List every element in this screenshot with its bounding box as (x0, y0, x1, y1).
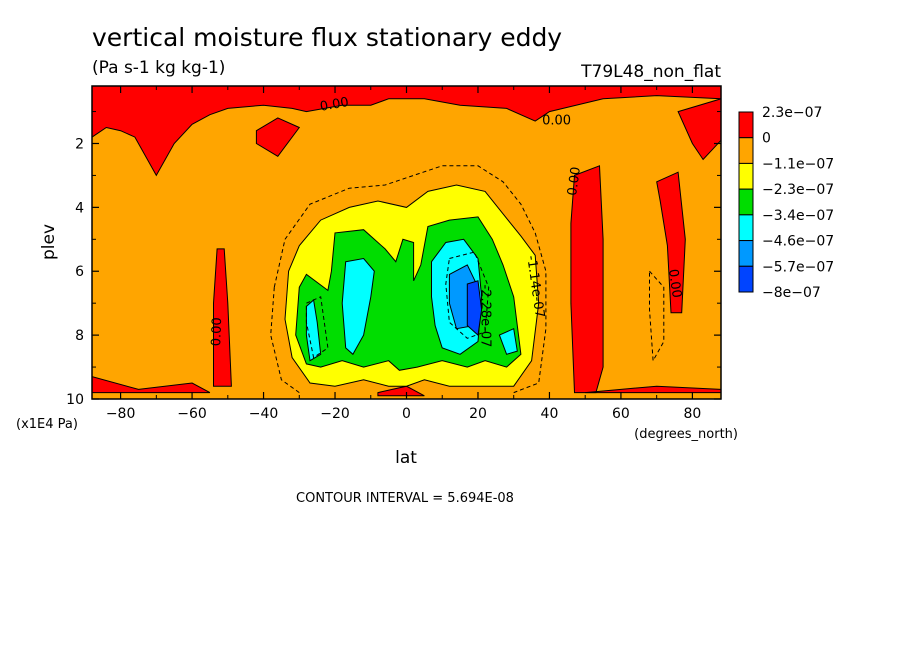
y-tick-label: 6 (75, 264, 84, 280)
legend-label: −1.1e−07 (762, 156, 834, 172)
contour-region (92, 376, 211, 394)
legend-swatch (738, 240, 754, 267)
contour-region (341, 257, 375, 356)
y-tick-label: 2 (75, 136, 84, 152)
contour-interval: CONTOUR INTERVAL = 5.694E-08 (296, 491, 514, 506)
x-tick-label: −60 (177, 406, 207, 422)
plot-area: 0.000.000.000.000.00-1.14e-07-2.28e-07 (92, 86, 721, 399)
y-axis-units: (x1E4 Pa) (16, 417, 78, 432)
contour-label: -2.28e-07 (478, 285, 493, 348)
legend-label: −3.4e−07 (762, 208, 834, 224)
contour-region (377, 385, 425, 397)
legend-label: −5.7e−07 (762, 259, 834, 275)
contour-line-dashed (270, 287, 300, 394)
contour-region (585, 385, 721, 394)
contour-label: 0.00 (542, 113, 571, 128)
contour-label: 0.00 (209, 317, 225, 346)
chart-title: vertical moisture flux stationary eddy (92, 23, 562, 52)
y-tick-label: 4 (75, 200, 84, 216)
contour-fill-layer (92, 86, 721, 397)
legend-swatch (738, 265, 754, 293)
x-tick-label: −40 (249, 406, 279, 422)
contour-region (466, 280, 483, 337)
x-axis-label: lat (395, 448, 417, 468)
contour-region (570, 165, 604, 394)
x-axis-units: (degrees_north) (634, 427, 738, 442)
x-tick-label: 40 (541, 406, 559, 422)
contour-label: 0.00 (319, 95, 350, 115)
legend-swatch (738, 214, 754, 242)
contour-region (92, 86, 721, 177)
x-axis: −80 −60 −40 −20 0 20 40 60 80 (106, 86, 701, 422)
x-tick-label: 80 (683, 406, 701, 422)
x-tick-label: −80 (106, 406, 136, 422)
legend-label: −2.3e−07 (762, 182, 834, 198)
legend-label: −4.6e−07 (762, 234, 834, 250)
y-axis-label: plev (39, 224, 59, 260)
legend-label: 2.3e−07 (762, 105, 822, 121)
legend-label: −8e−07 (762, 285, 821, 301)
legend-swatch (738, 188, 754, 216)
dataset-label: T79L48_non_flat (580, 62, 721, 82)
contour-line-dashed (273, 165, 547, 394)
legend-label: 0 (762, 131, 771, 147)
contour-label: 0.00 (665, 268, 684, 299)
chart-units: (Pa s-1 kg kg-1) (92, 58, 225, 78)
contour-region (656, 171, 686, 314)
x-tick-label: 60 (612, 406, 630, 422)
y-axis: 2 4 6 8 10 (66, 111, 721, 408)
contour-region (255, 117, 301, 157)
contour-line-dashed (445, 251, 490, 339)
x-tick-label: −20 (320, 406, 350, 422)
x-tick-label: 20 (469, 406, 487, 422)
y-tick-label: 8 (75, 328, 84, 344)
contour-line-layer (270, 165, 665, 394)
legend-swatch (738, 137, 754, 164)
legend-swatch (738, 162, 754, 190)
contour-line-dashed (649, 270, 665, 363)
contour-label: 0.00 (565, 166, 584, 197)
contour-region (498, 327, 518, 355)
legend-swatch (738, 111, 754, 139)
contour-region (213, 248, 232, 387)
y-tick-label: 10 (66, 392, 84, 408)
color-legend: 2.3e−07 0 −1.1e−07 −2.3e−07 −3.4e−07 −4.6e−07… (738, 105, 834, 301)
x-tick-label: 0 (402, 406, 411, 422)
contour-region (677, 98, 721, 161)
